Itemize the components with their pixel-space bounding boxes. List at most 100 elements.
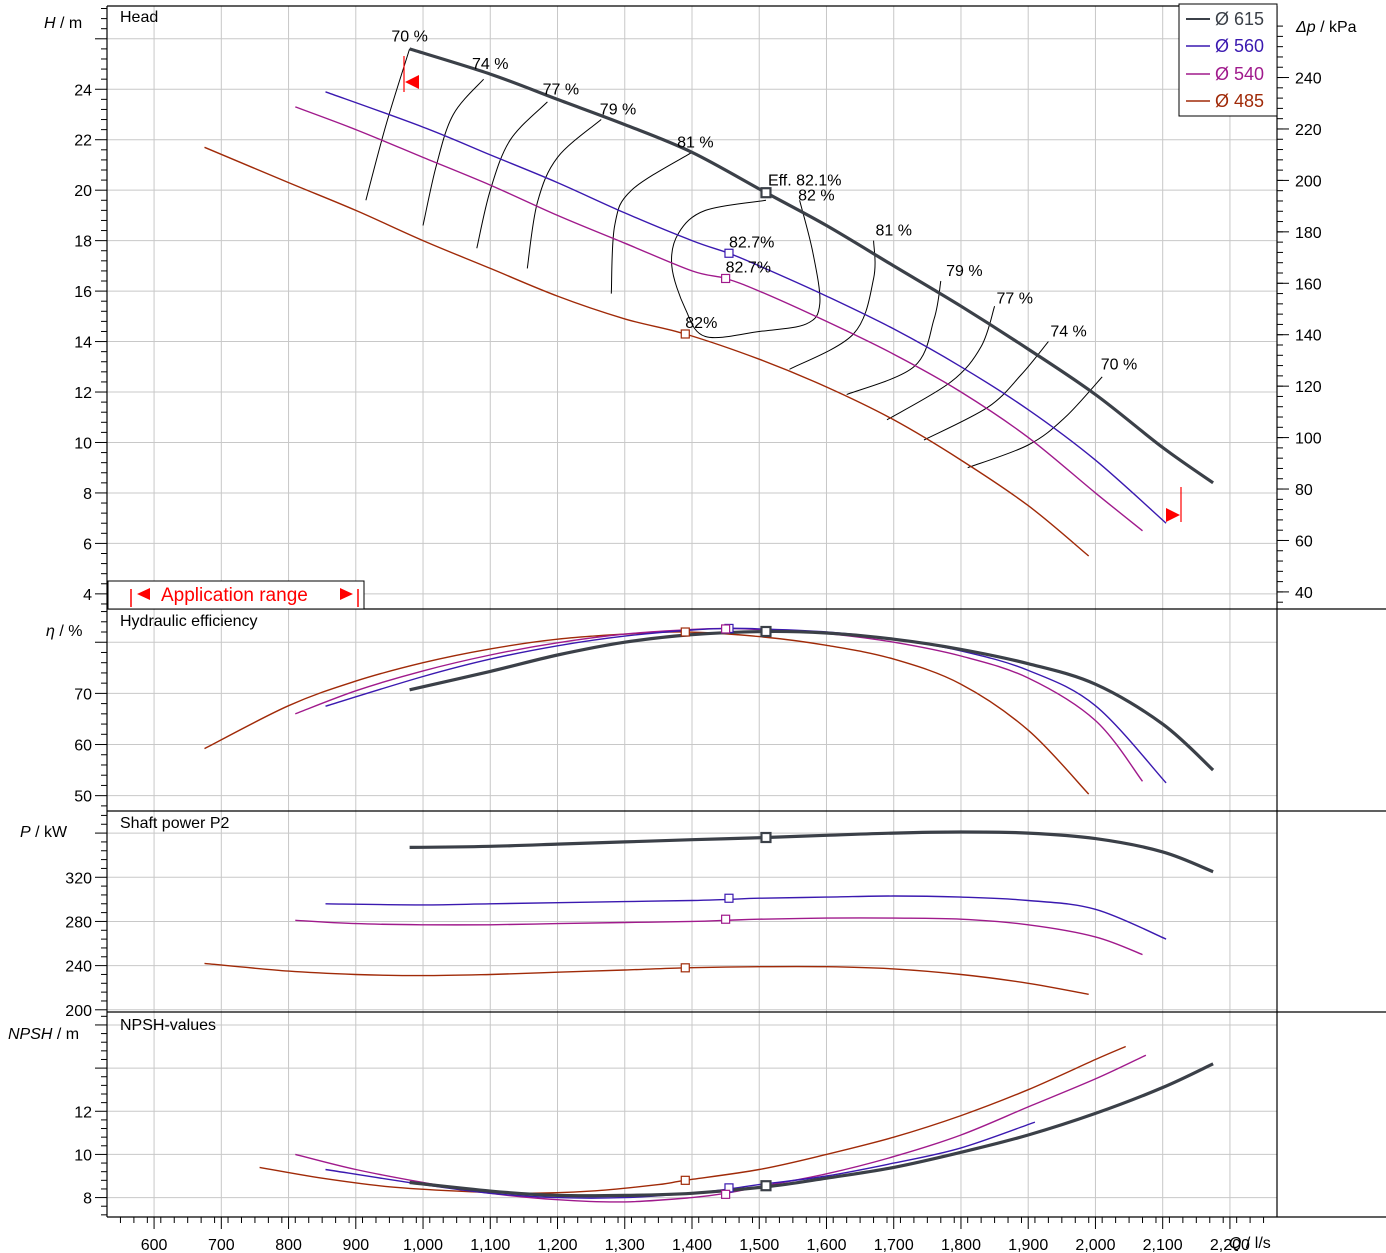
x-tick-label: 1,800 [941, 1237, 981, 1253]
kpa-tick-label: 80 [1295, 482, 1313, 499]
iso-efficiency-label: 81 % [677, 134, 713, 151]
eta-bep-point-d615 [760, 625, 772, 638]
power-bep-point-d615 [760, 831, 772, 844]
power-y-axis-label: P / kW [20, 824, 68, 841]
npsh-y-tick-label: 12 [74, 1104, 92, 1121]
x-tick-label: 1,300 [605, 1237, 645, 1253]
head-y-tick-label: 12 [74, 385, 92, 402]
power-y-tick-label: 320 [65, 870, 92, 887]
head-range-markers [403, 56, 1182, 522]
head-y-tick-label: 16 [74, 284, 92, 301]
application-range-label: Application range [161, 585, 308, 606]
application-range: Application range [107, 580, 365, 610]
legend-box [1178, 3, 1278, 117]
iso-efficiency-line [476, 101, 548, 249]
head-y-tick-label: 18 [74, 234, 92, 251]
legend-item-485: Ø 485 [1186, 91, 1264, 111]
x-tick-label: 2,100 [1143, 1237, 1183, 1253]
eta-curve-d540 [295, 627, 1144, 782]
eta-y-tick-label: 60 [74, 738, 92, 755]
head-y-tick-label: 8 [83, 486, 92, 503]
iso-efficiency-line [526, 119, 602, 269]
kpa-tick-label: 180 [1295, 225, 1322, 242]
axis-texts: 600 700 800 900 1,000 1,100 1,200 1,300 1,400 1,5… [65, 28, 1322, 1253]
head-curve-d485 [204, 146, 1090, 557]
eta-y-tick-label: 70 [74, 686, 92, 703]
x-tick-label: 600 [141, 1237, 168, 1253]
head-y-tick-label: 20 [74, 183, 92, 200]
iso-efficiency-label: 82 % [798, 187, 834, 204]
kpa-tick-label: 220 [1295, 122, 1322, 139]
iso-efficiency-label: 77 % [543, 81, 579, 98]
iso-efficiency-label: 81 % [875, 223, 911, 240]
x-tick-label: 900 [342, 1237, 369, 1253]
power-y-tick-label: 240 [65, 959, 92, 976]
iso-efficiency-label: 79 % [600, 101, 636, 118]
bep-label-d540: 82.7% [726, 259, 771, 276]
legend-item-540: Ø 540 [1186, 64, 1264, 84]
iso-efficiency-label: 74 % [472, 56, 508, 73]
head-y-tick-label: 10 [74, 435, 92, 452]
head-range-start-arrow-icon [405, 75, 419, 89]
legend-label-615: Ø 615 [1215, 9, 1264, 29]
npsh-bep-point-d615 [760, 1180, 772, 1192]
legend-label-560: Ø 560 [1215, 36, 1264, 56]
x-tick-label: 700 [208, 1237, 235, 1253]
head-curve-d560 [325, 91, 1167, 524]
power-curve-d485 [204, 962, 1089, 995]
head-bep-point-d485 [680, 329, 690, 339]
x-tick-label: 1,700 [874, 1237, 914, 1253]
iso-efficiency-line [923, 341, 1049, 441]
iso-efficiency-label: 70 % [1101, 356, 1137, 373]
kpa-tick-label: 140 [1295, 328, 1322, 345]
npsh-curve-d615 [409, 1062, 1214, 1198]
kpa-tick-label: 100 [1295, 431, 1322, 448]
x-tick-label: 1,900 [1008, 1237, 1048, 1253]
x-tick-label: 1,000 [403, 1237, 443, 1253]
npsh-y-axis-label: NPSH / m [8, 1026, 79, 1043]
plot-curves [204, 47, 1215, 1203]
power-curve-d615 [409, 830, 1214, 874]
legend-item-615: Ø 615 [1186, 9, 1264, 29]
x-tick-label: 1,500 [739, 1237, 779, 1253]
bep-label-d615: Eff. 82.1% [768, 173, 842, 190]
eta-bep-point-d485 [680, 627, 690, 637]
legend: Ø 615 Ø 560 Ø 540 Ø 485 [1178, 3, 1278, 117]
application-range-right-arrow-icon [340, 588, 353, 600]
kpa-tick-label: 200 [1295, 173, 1322, 190]
x-tick-label: 800 [275, 1237, 302, 1253]
npsh-bep-point-d540 [721, 1189, 731, 1199]
legend-label-540: Ø 540 [1215, 64, 1264, 84]
head-y-tick-label: 22 [74, 133, 92, 150]
head-bep-point-d540 [721, 273, 731, 284]
power-bep-point-d560 [724, 893, 734, 903]
x-tick-label: 2,200 [1210, 1237, 1250, 1253]
legend-label-485: Ø 485 [1215, 91, 1264, 111]
efficiency-panel-title: Hydraulic efficiency [120, 613, 258, 630]
head-range-end-arrow-icon [1166, 508, 1180, 522]
head-y-tick-label: 6 [83, 536, 92, 553]
iso-efficiency-line [789, 240, 876, 370]
iso-efficiency-line [967, 376, 1103, 469]
kpa-tick-label: 240 [1295, 71, 1322, 88]
iso-efficiency-label: 70 % [391, 28, 427, 45]
npsh-y-tick-label: 8 [83, 1191, 92, 1208]
legend-item-560: Ø 560 [1186, 36, 1264, 56]
iso-efficiency-line [610, 151, 693, 294]
head-y-axis-label: H / m [44, 15, 82, 32]
iso-efficiency-label: 77 % [997, 291, 1033, 308]
iso-efficiency-line [365, 48, 411, 201]
eta-bep-point-d540 [721, 624, 731, 634]
head-panel-title: Head [120, 9, 158, 26]
x-tick-label: 1,100 [470, 1237, 510, 1253]
kpa-tick-label: 40 [1295, 585, 1313, 602]
head-curve-d615 [409, 47, 1215, 485]
power-curve-d540 [295, 917, 1143, 956]
x-tick-label: 1,400 [672, 1237, 712, 1253]
power-panel-title: Shaft power P2 [120, 815, 230, 832]
power-y-tick-label: 280 [65, 914, 92, 931]
iso-efficiency-line [671, 199, 821, 339]
head-bep-point-d560 [724, 248, 734, 258]
head-right-axis-label: Δp / kPa [1295, 19, 1357, 36]
